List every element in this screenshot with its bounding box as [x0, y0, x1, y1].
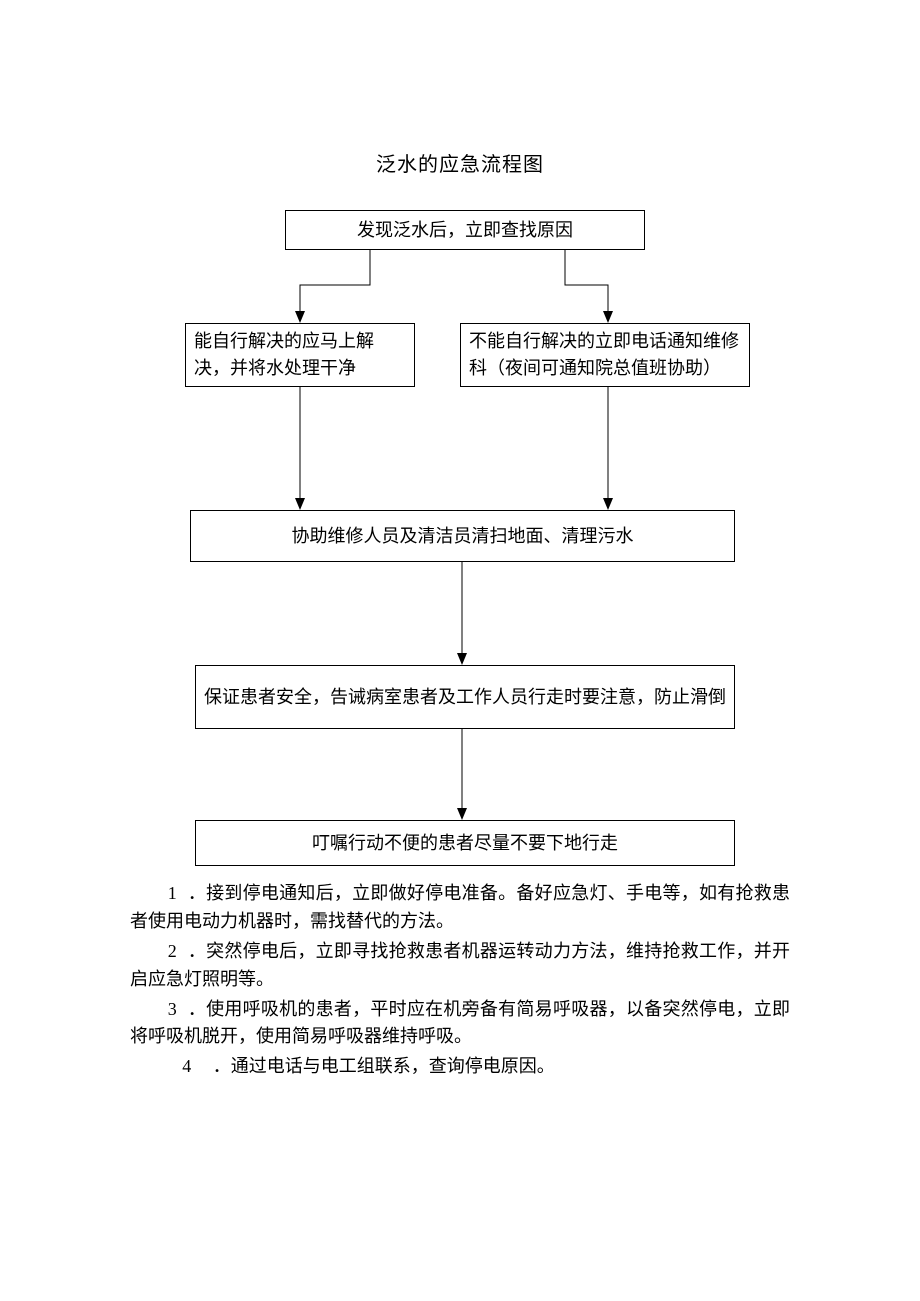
flowchart-node-n6: 叮嘱行动不便的患者尽量不要下地行走 — [195, 820, 735, 866]
paragraph-number: 3 — [130, 996, 188, 1024]
flowchart-node-n4: 协助维修人员及清洁员清扫地面、清理污水 — [190, 510, 735, 562]
flowchart-node-label: 叮嘱行动不便的患者尽量不要下地行走 — [204, 830, 726, 857]
flowchart-edge-1 — [565, 250, 608, 311]
paragraph-text: ．接到停电通知后，立即做好停电准备。备好应急灯、手电等，如有抢救患者使用电动力机… — [130, 883, 790, 931]
paragraph-1: 1．接到停电通知后，立即做好停电准备。备好应急灯、手电等，如有抢救患者使用电动力… — [130, 880, 790, 936]
flowchart-node-n5: 保证患者安全，告诫病室患者及工作人员行走时要注意，防止滑倒 — [195, 665, 735, 729]
paragraph-4: 4．通过电话与电工组联系，查询停电原因。 — [130, 1053, 790, 1081]
paragraph-text: ．使用呼吸机的患者，平时应在机旁备有简易呼吸器，以备突然停电，立即将呼吸机脱开，… — [130, 999, 790, 1047]
page-title: 泛水的应急流程图 — [0, 148, 920, 177]
body-text: 1．接到停电通知后，立即做好停电准备。备好应急灯、手电等，如有抢救患者使用电动力… — [130, 880, 790, 1083]
paragraph-number: 1 — [130, 880, 188, 908]
flowchart-node-n3: 不能自行解决的立即电话通知维修科（夜间可通知院总值班协助） — [460, 323, 750, 387]
flowchart-node-label: 不能自行解决的立即电话通知维修科（夜间可通知院总值班协助） — [469, 328, 741, 382]
paragraph-text: ．通过电话与电工组联系，查询停电原因。 — [213, 1056, 555, 1076]
flowchart-arrowhead-5 — [457, 808, 467, 820]
paragraph-number: 4 — [130, 1053, 213, 1081]
flowchart-node-label: 协助维修人员及清洁员清扫地面、清理污水 — [199, 523, 726, 550]
paragraph-number: 2 — [130, 938, 188, 966]
flowchart-container: 发现泛水后，立即查找原因能自行解决的应马上解决，并将水处理干净 不能自行解决的立即… — [0, 210, 920, 930]
flowchart-arrowhead-1 — [603, 311, 613, 323]
flowchart-node-n1: 发现泛水后，立即查找原因 — [285, 210, 645, 250]
flowchart-edge-0 — [300, 250, 370, 311]
flowchart-node-label: 能自行解决的应马上解决，并将水处理干净 — [194, 328, 406, 382]
flowchart-arrowhead-2 — [295, 498, 305, 510]
paragraph-3: 3．使用呼吸机的患者，平时应在机旁备有简易呼吸器，以备突然停电，立即将呼吸机脱开… — [130, 996, 790, 1052]
flowchart-node-label: 保证患者安全，告诫病室患者及工作人员行走时要注意，防止滑倒 — [204, 684, 726, 711]
flowchart-arrowhead-4 — [457, 653, 467, 665]
paragraph-text: ．突然停电后，立即寻找抢救患者机器运转动力方法，维持抢救工作，并开启应急灯照明等… — [130, 941, 790, 989]
flowchart-arrowhead-3 — [603, 498, 613, 510]
flowchart-node-label: 发现泛水后，立即查找原因 — [294, 217, 636, 244]
flowchart-arrowhead-0 — [295, 311, 305, 323]
flowchart-node-n2: 能自行解决的应马上解决，并将水处理干净 — [185, 323, 415, 387]
paragraph-2: 2．突然停电后，立即寻找抢救患者机器运转动力方法，维持抢救工作，并开启应急灯照明… — [130, 938, 790, 994]
